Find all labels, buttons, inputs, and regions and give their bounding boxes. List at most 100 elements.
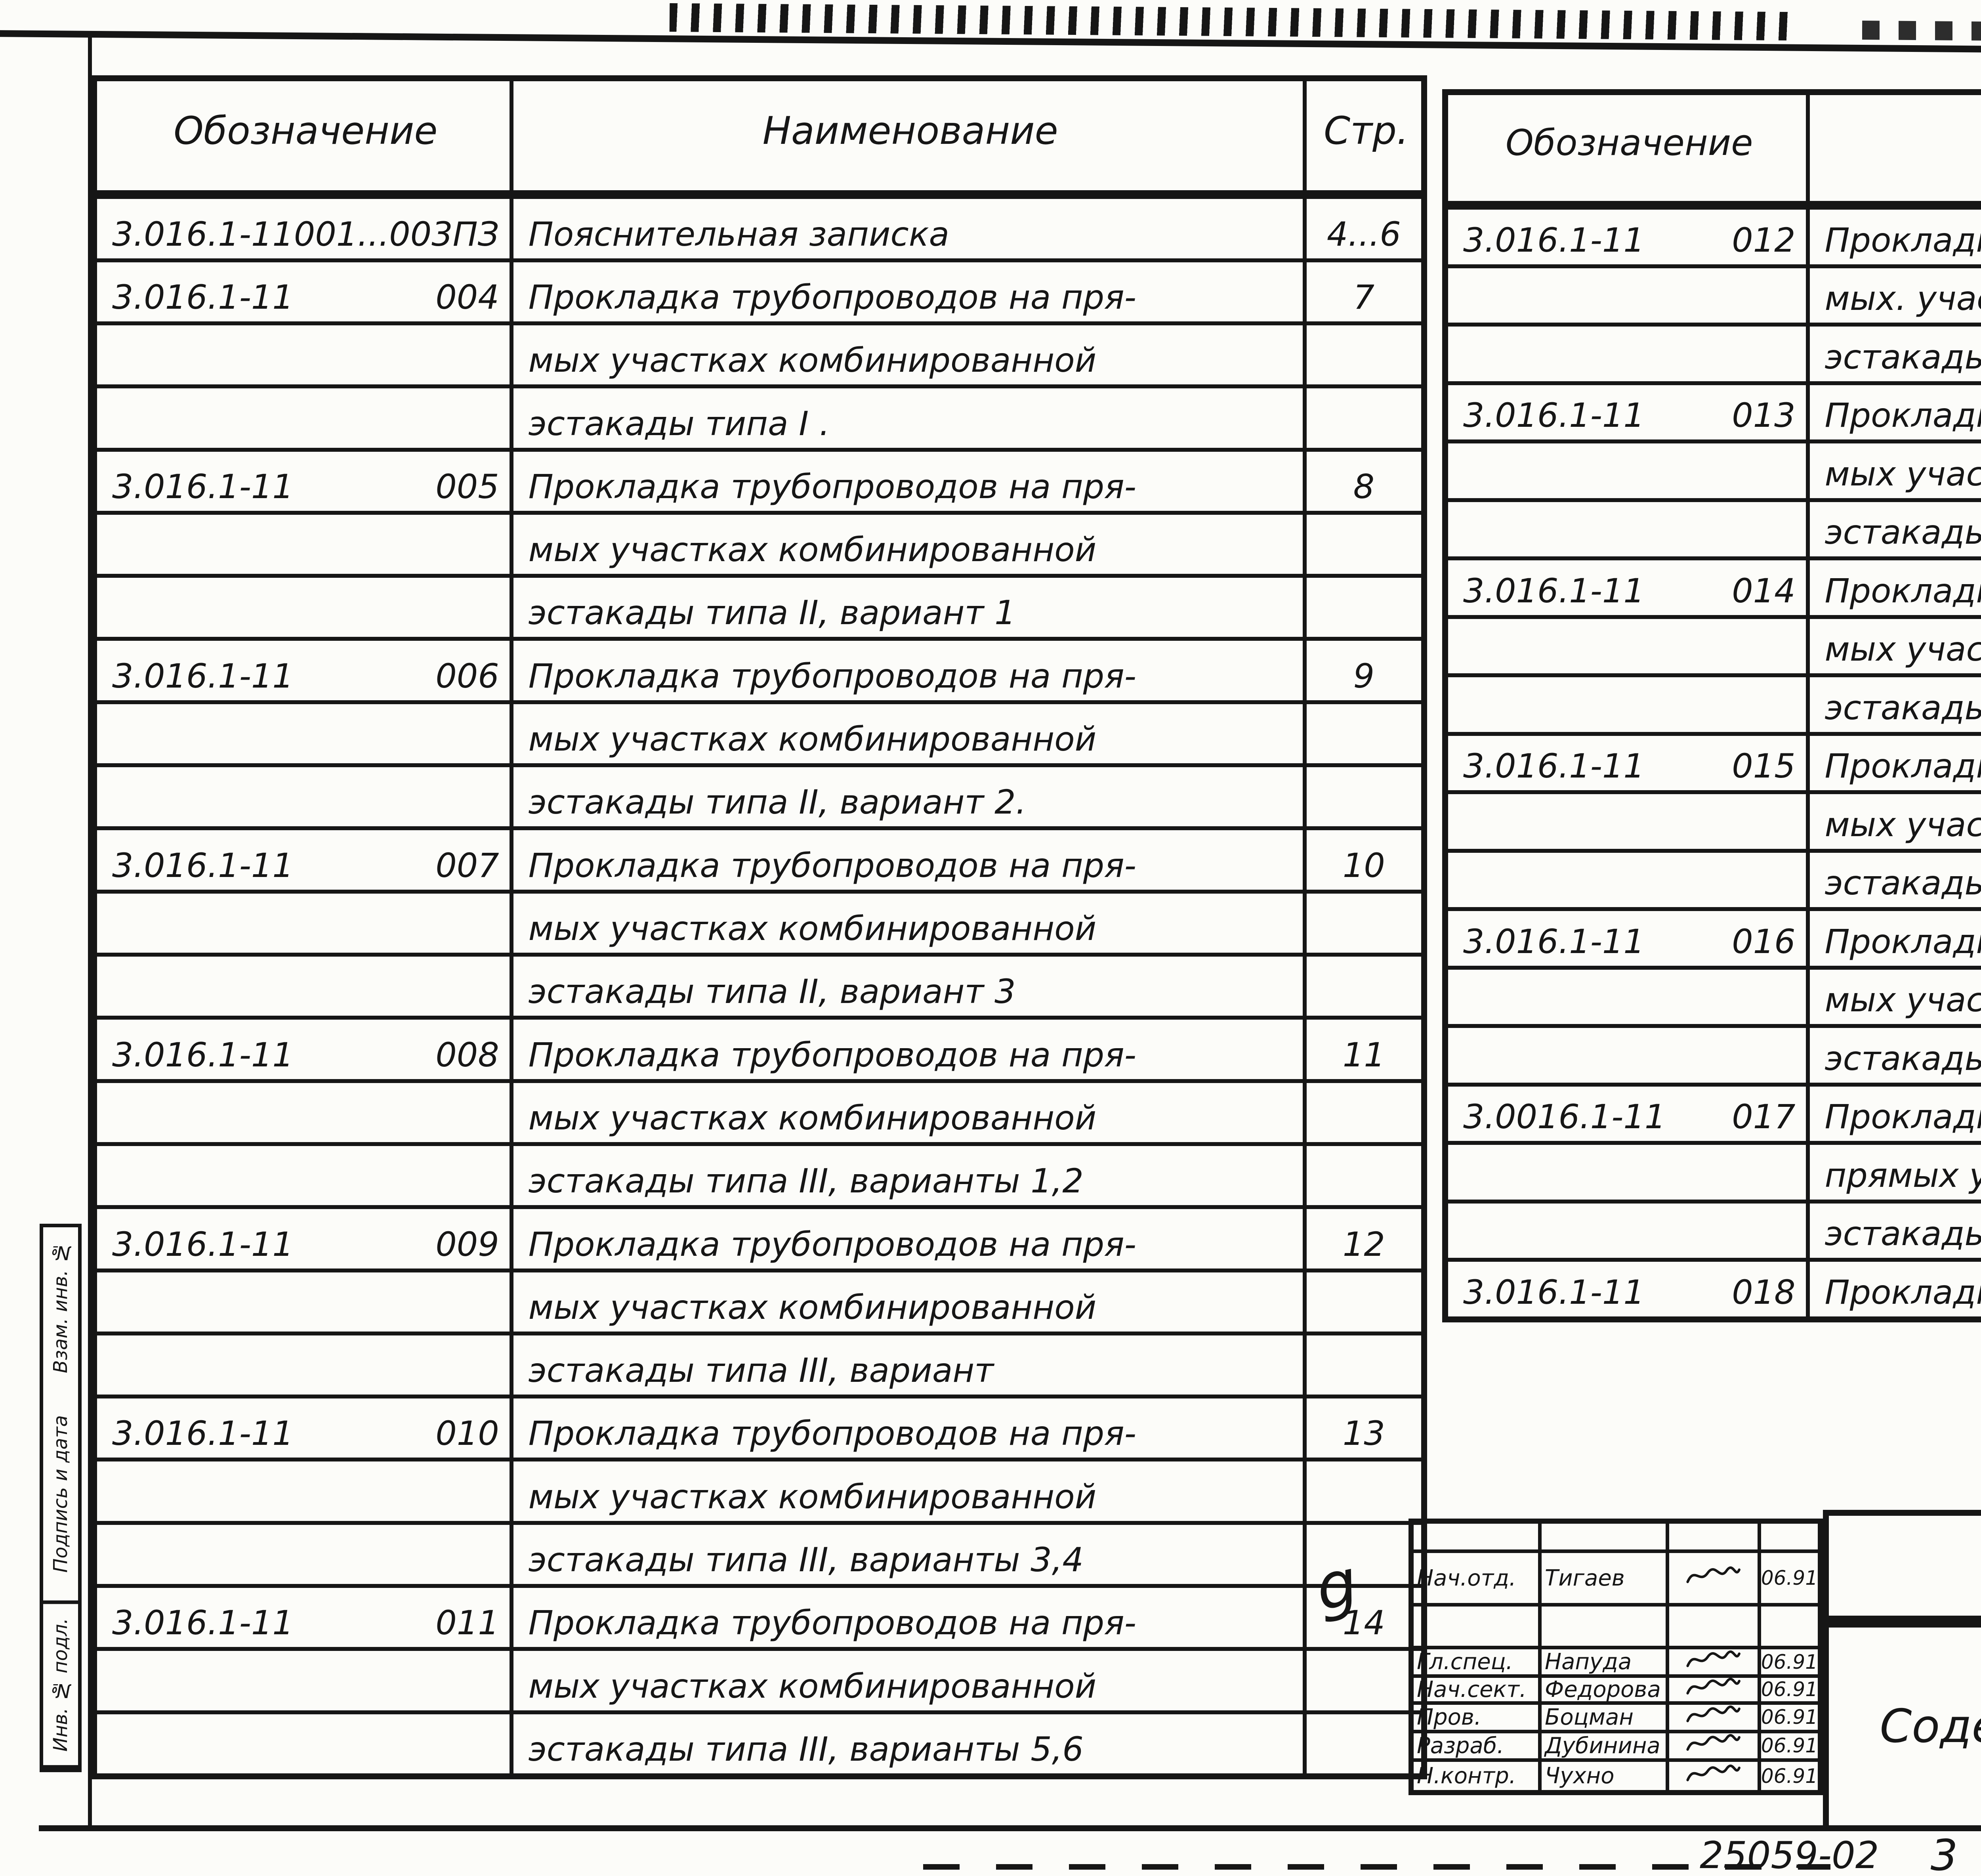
designation-text: 001...003ПЗ: [294, 214, 499, 254]
page-cell: 7: [1302, 258, 1421, 321]
top-perforation-marks: [669, 3, 1795, 41]
name-cell: Прокладка трубопроводов на пря-: [1805, 556, 1981, 615]
designation-text: 009: [435, 1225, 499, 1264]
page-cell: [1302, 889, 1421, 953]
name-cell: Прокладка трубопроводов на пря-: [509, 1584, 1303, 1647]
signature-table: Нач.отд. Тигаев 06.91 Гл.спец. Напуда 06.91 На…: [1408, 1519, 1823, 1795]
name-cell: Прокладка трубопроводов на пря-: [1805, 1258, 1981, 1316]
designation-cell: [1448, 848, 1806, 907]
page-cell: [1302, 574, 1421, 637]
name-cell: мых участках комбинированной: [509, 889, 1303, 953]
signature-cell: [1665, 1674, 1758, 1701]
designation-text: 006: [435, 656, 499, 695]
designation-text: 3.016.1-11: [1463, 396, 1645, 435]
signatory-name: [1538, 1603, 1666, 1646]
page-cell: [1302, 953, 1421, 1016]
page-cell: [1302, 1710, 1421, 1773]
page-cell: 10: [1302, 826, 1421, 890]
designation-cell: 3.016.1-11 005: [97, 447, 510, 511]
designation-cell: [97, 763, 510, 826]
page-cell: [1302, 1268, 1421, 1332]
signature-scribble-icon: [1683, 1564, 1743, 1592]
signature-cell: [1665, 1549, 1758, 1603]
page-cell: 13: [1302, 1395, 1421, 1458]
signature-scribble-icon: [1683, 1649, 1743, 1674]
signature-cell: [1665, 1603, 1758, 1646]
page-cell: 9: [1302, 637, 1421, 700]
designation-text: 007: [435, 846, 499, 885]
designation-cell: [97, 1710, 510, 1773]
name-cell: мых участках комбинированной: [509, 321, 1303, 385]
designation-text: 3.016.1-11: [112, 1414, 294, 1453]
name-cell: Прокладка трубопроводов на пря-: [509, 258, 1303, 321]
designation-text: 3.016.1-11: [112, 846, 294, 885]
page-cell: [1302, 1458, 1421, 1521]
designation-cell: 3.016.1-11 008: [97, 1016, 510, 1079]
side-strip-label: Инв. № подл.: [43, 1604, 78, 1769]
page-cell: [1302, 321, 1421, 385]
name-cell: мых участках комбинированной: [509, 700, 1303, 764]
name-cell: Прокладка трубопроводов на пря-: [509, 447, 1303, 511]
name-cell: мых участках комбинированной: [1805, 439, 1981, 498]
designation-cell: [97, 889, 510, 953]
name-cell: Прокладка трубопроводов на: [1805, 1082, 1981, 1141]
bottom-scan-dashes: [923, 1864, 1830, 1870]
name-cell: мых участках комбинированной: [1805, 615, 1981, 674]
signatory-role: Гл.спец.: [1414, 1646, 1538, 1674]
signatory-role: Н.контр.: [1414, 1758, 1538, 1790]
name-cell: Прокладка трубопроводов на пря-: [509, 1205, 1303, 1268]
name-cell: Прокладка трубопроводов на пря-: [1805, 732, 1981, 791]
designation-text: 018: [1732, 1273, 1796, 1312]
designation-text: 3.016.1-11: [1463, 220, 1645, 260]
name-cell: Прокладка трубопроводов на пря-: [1805, 907, 1981, 966]
document-title: Содержание: [1823, 1622, 1981, 1831]
name-cell: эстакады типа III, варианты 1,2: [509, 1142, 1303, 1205]
name-cell: эстакады типа III, варианты 5,6: [509, 1710, 1303, 1773]
signatory-role: Нач.сект.: [1414, 1674, 1538, 1701]
signature-cell: [1665, 1701, 1758, 1730]
column-header: Наименование: [1805, 95, 1981, 206]
designation-cell: [97, 953, 510, 1016]
designation-cell: [1448, 673, 1806, 732]
designation-text: 016: [1732, 922, 1796, 961]
name-cell: Прокладка трубопроводов на пря-: [509, 637, 1303, 700]
name-cell: Прокладка трубопроводов на пря-: [509, 1016, 1303, 1079]
designation-cell: 3.016.1-11 016: [1448, 907, 1806, 966]
signature-cell: [1665, 1646, 1758, 1675]
designation-cell: 3.016.1-11 004: [97, 258, 510, 321]
designation-text: 3.016.1-11: [112, 1035, 294, 1074]
name-cell: мых участках комбинированной: [509, 1268, 1303, 1332]
designation-cell: 3.016.1-11 001...003ПЗ: [97, 195, 510, 258]
designation-text: 017: [1732, 1097, 1796, 1137]
name-cell: прямых участках комбинированной: [1805, 1141, 1981, 1200]
name-cell: Прокладка трубопроводов на пря-: [1805, 381, 1981, 440]
designation-text: 005: [435, 467, 499, 506]
designation-cell: [97, 1458, 510, 1521]
name-cell: эстакады типа V, варианты 1,3: [1805, 673, 1981, 732]
designation-cell: [1448, 323, 1806, 381]
name-cell: Прокладка трубопроводов на пря-: [1805, 206, 1981, 264]
designation-cell: [97, 1647, 510, 1710]
column-header: Обозначение: [97, 81, 510, 195]
page-cell: 8: [1302, 447, 1421, 511]
page-cell: 4...6: [1302, 195, 1421, 258]
designation-cell: 3.016.1-11 015: [1448, 732, 1806, 791]
name-cell: Прокладка трубопроводов на пря-: [509, 826, 1303, 890]
designation-cell: [1448, 1199, 1806, 1258]
name-cell: эстакады типа III, варианты 3,4: [509, 1521, 1303, 1584]
signature-scribble-icon: [1683, 1678, 1743, 1701]
signature-cell: [1665, 1758, 1758, 1790]
designation-cell: 3.016.1-11 010: [97, 1395, 510, 1458]
signatory-name: Дубинина: [1538, 1729, 1666, 1759]
signature-date: 06.91: [1757, 1729, 1818, 1759]
page-cell: 12: [1302, 1205, 1421, 1268]
designation-cell: [1448, 1141, 1806, 1200]
designation-cell: [97, 1268, 510, 1332]
signatory-name: Чухно: [1538, 1758, 1666, 1790]
name-cell: эстакады типа II, вариант 2.: [509, 763, 1303, 827]
page-cell: 11: [1302, 1016, 1421, 1079]
signatory-role: Пров.: [1414, 1701, 1538, 1730]
name-cell: мых участках комбинированной: [509, 1079, 1303, 1142]
name-cell: эстакады типа V, вариант 2: [1805, 848, 1981, 907]
